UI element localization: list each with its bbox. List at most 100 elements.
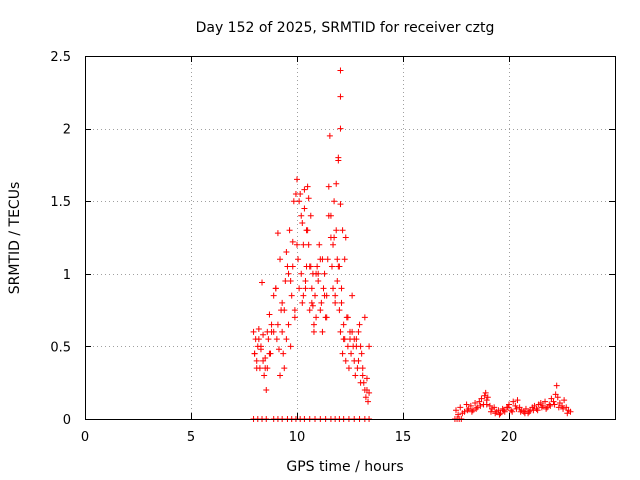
data-point — [305, 241, 312, 248]
data-point — [474, 404, 481, 411]
data-point — [310, 321, 317, 328]
data-point — [358, 350, 365, 357]
data-point — [330, 285, 337, 292]
data-point — [554, 394, 561, 401]
data-point — [484, 394, 491, 401]
data-point — [332, 292, 339, 299]
data-point — [513, 405, 520, 412]
data-point — [274, 321, 281, 328]
chart-title: Day 152 of 2025, SRMTID for receiver czt… — [196, 20, 495, 36]
data-point — [550, 398, 557, 405]
data-point — [362, 394, 369, 401]
data-point — [359, 365, 366, 372]
data-point — [473, 405, 480, 412]
data-point — [491, 404, 498, 411]
data-point — [533, 405, 540, 412]
data-point — [320, 285, 327, 292]
data-point — [290, 198, 297, 205]
data-point — [314, 263, 321, 270]
data-point — [304, 183, 311, 190]
data-point — [259, 279, 266, 286]
x-tick-label: 10 — [289, 430, 306, 445]
data-point — [333, 180, 340, 187]
data-point — [285, 270, 292, 277]
x-tick-label: 15 — [395, 430, 412, 445]
data-point — [345, 365, 352, 372]
data-point — [497, 410, 504, 417]
data-point — [262, 365, 269, 372]
data-point — [281, 307, 288, 314]
data-point — [459, 410, 466, 417]
data-point — [340, 336, 347, 343]
data-point — [510, 398, 517, 405]
data-point — [487, 408, 494, 415]
data-point — [553, 382, 560, 389]
data-point — [265, 336, 272, 343]
data-point — [287, 278, 294, 285]
data-point — [325, 212, 332, 219]
data-point — [317, 307, 324, 314]
data-point — [365, 398, 372, 405]
data-point — [342, 357, 349, 364]
data-point — [283, 249, 290, 256]
data-point — [481, 392, 488, 399]
data-point — [336, 307, 343, 314]
data-point — [333, 227, 340, 234]
data-point — [352, 372, 359, 379]
data-point — [509, 408, 516, 415]
data-point — [313, 270, 320, 277]
data-point — [274, 230, 281, 237]
data-point — [323, 314, 330, 321]
data-point — [315, 278, 322, 285]
data-point — [305, 195, 312, 202]
data-point — [324, 256, 331, 263]
data-point — [521, 410, 528, 417]
data-point — [326, 132, 333, 139]
data-point — [281, 365, 288, 372]
data-point — [253, 357, 260, 364]
data-point — [312, 292, 319, 299]
data-point — [285, 321, 292, 328]
data-point — [300, 241, 307, 248]
data-point — [546, 401, 553, 408]
data-point — [321, 270, 328, 277]
data-point — [255, 336, 262, 343]
data-point — [297, 190, 304, 197]
data-point — [469, 407, 476, 414]
data-point — [542, 398, 549, 405]
data-point — [351, 336, 358, 343]
data-point — [294, 176, 300, 183]
data-point — [263, 386, 270, 393]
data-point — [538, 404, 545, 411]
y-tick-label: 0.5 — [50, 340, 71, 355]
data-point — [301, 186, 308, 193]
data-point — [353, 343, 360, 350]
data-point — [506, 401, 512, 408]
data-point — [325, 183, 332, 190]
data-point — [318, 299, 325, 306]
y-tick-label: 2 — [63, 123, 71, 138]
data-point — [567, 408, 574, 415]
data-point — [340, 321, 347, 328]
data-point — [349, 292, 356, 299]
data-point — [270, 328, 277, 335]
data-point — [344, 314, 351, 321]
data-point — [288, 292, 295, 299]
data-point — [331, 198, 338, 205]
data-point — [468, 408, 475, 415]
data-point — [363, 386, 370, 393]
data-point — [477, 402, 484, 409]
data-point — [338, 299, 345, 306]
data-point — [478, 395, 485, 402]
data-point — [341, 256, 348, 263]
data-point — [280, 350, 287, 357]
data-point — [464, 407, 471, 414]
data-point — [250, 328, 257, 335]
data-point — [560, 405, 567, 412]
data-point — [272, 285, 279, 292]
data-point — [321, 292, 328, 299]
data-point — [301, 205, 308, 212]
data-point — [304, 227, 311, 234]
data-point — [559, 402, 565, 409]
data-point — [303, 263, 310, 270]
